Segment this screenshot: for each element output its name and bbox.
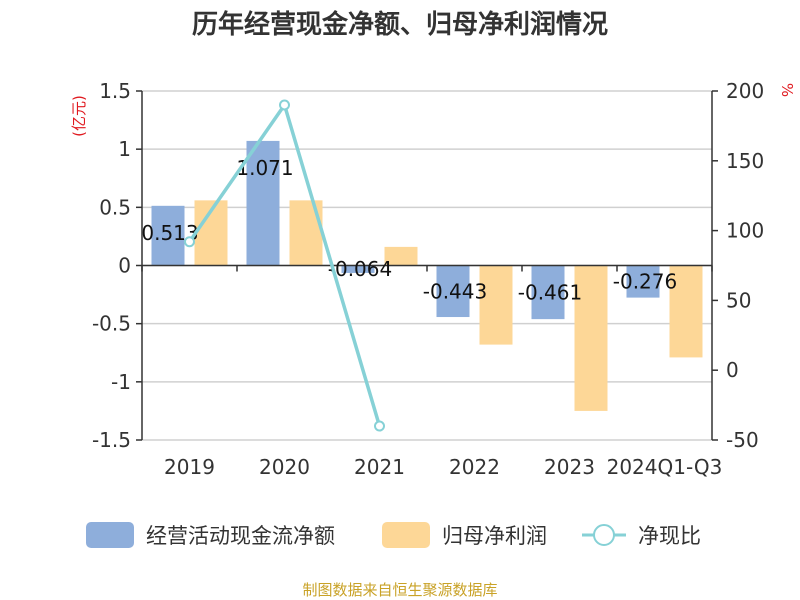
- right-axis-unit: %: [778, 83, 796, 97]
- ratio-point: [279, 99, 290, 111]
- cashflow-bar: [531, 265, 565, 320]
- left-tick-label: 0.5: [99, 195, 131, 219]
- x-tick-label: 2023: [544, 455, 595, 479]
- net-profit-bar: [479, 265, 513, 345]
- x-tick-label: 2021: [354, 455, 405, 479]
- right-tick-label: 200: [726, 79, 764, 103]
- chart-title: 历年经营现金净额、归母净利润情况: [192, 9, 608, 40]
- legend-label: 净现比: [638, 524, 701, 548]
- net-profit-bar: [669, 265, 703, 358]
- net-profit-bar: [289, 200, 323, 266]
- bars: [151, 140, 703, 411]
- cashflow-bar: [151, 205, 185, 266]
- legend: 经营活动现金流净额 归母净利润 净现比: [86, 522, 701, 548]
- left-tick-label: 0: [118, 254, 131, 278]
- left-tick-label: -1: [111, 370, 131, 394]
- cashflow-bar: [246, 140, 280, 266]
- cashflow-bar: [626, 265, 660, 298]
- bar-data-label: -0.461: [518, 280, 582, 304]
- bar-data-label: -0.276: [613, 270, 677, 294]
- legend-marker: [593, 524, 615, 546]
- left-tick-label: -0.5: [92, 312, 131, 336]
- cashflow-bar: [436, 265, 470, 318]
- source-note: 制图数据来自恒生聚源数据库: [302, 581, 497, 599]
- bar-data-label: -0.443: [423, 279, 487, 303]
- x-tick-label: 2020: [259, 455, 310, 479]
- right-tick-label: 50: [726, 288, 751, 312]
- right-tick-label: 100: [726, 219, 764, 243]
- left-tick-label: 1: [118, 137, 131, 161]
- x-tick-label: 2022: [449, 455, 500, 479]
- legend-swatch: [382, 522, 430, 548]
- left-tick-label: 1.5: [99, 79, 131, 103]
- legend-swatch: [86, 522, 134, 548]
- legend-label: 归母净利润: [442, 524, 547, 548]
- x-tick-label: 2024Q1-Q3: [607, 455, 723, 479]
- legend-label: 经营活动现金流净额: [146, 524, 335, 548]
- axes: 1.5 1 0.5 0 -0.5 -1 -1.5 200 150 100 50 0 -50 2019 202…: [92, 79, 764, 479]
- left-tick-label: -1.5: [92, 428, 131, 452]
- right-tick-label: -50: [726, 428, 759, 452]
- right-tick-label: 0: [726, 358, 739, 382]
- ratio-point: [374, 420, 385, 432]
- x-tick-label: 2019: [164, 455, 215, 479]
- net-profit-bar: [384, 246, 418, 266]
- ratio-line: [184, 99, 385, 432]
- bar-data-label: -0.064: [328, 257, 392, 281]
- ratio-point: [184, 236, 195, 248]
- right-tick-label: 150: [726, 149, 764, 173]
- cashflow-bar: [341, 265, 375, 273]
- net-profit-bar: [574, 265, 608, 411]
- left-axis-unit: (亿元): [70, 95, 88, 137]
